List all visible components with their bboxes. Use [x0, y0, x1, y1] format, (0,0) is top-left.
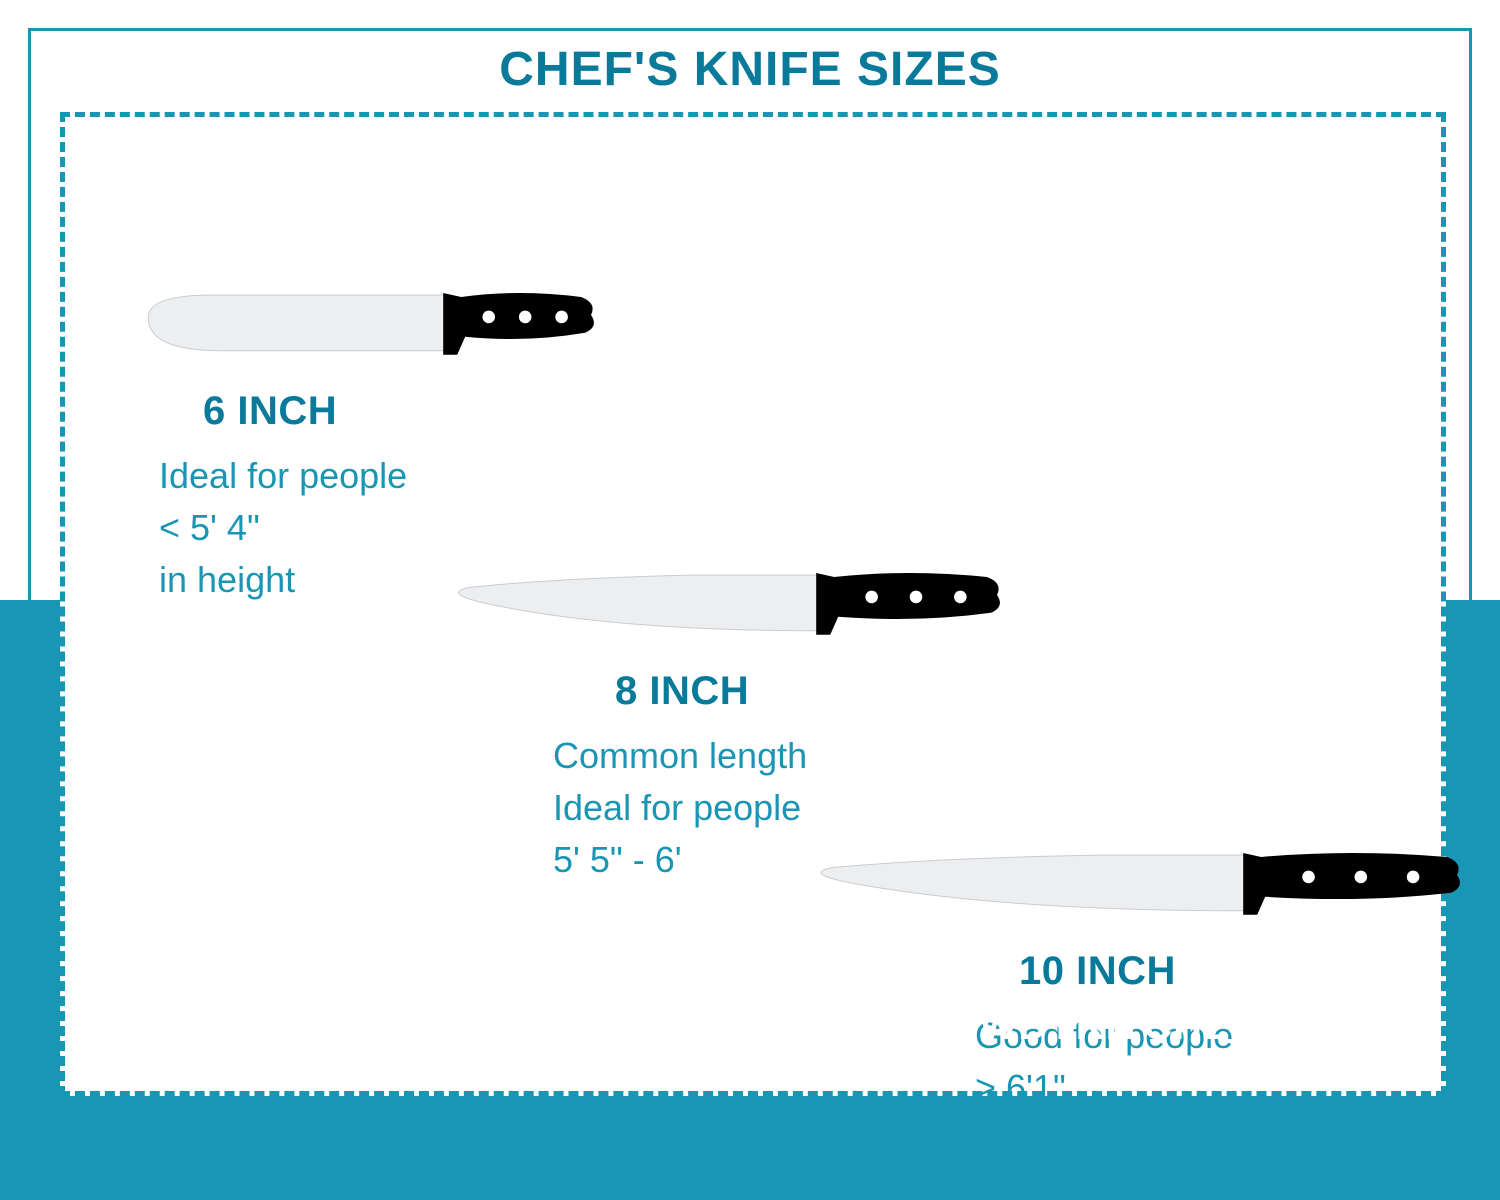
knife-icon: [139, 277, 599, 367]
knife-icon: [445, 557, 1005, 647]
page-title: CHEF'S KNIFE SIZES: [0, 42, 1500, 97]
knife-icon: [805, 837, 1465, 927]
knife-group-10in: 10 INCH Good for people> 6'1": [805, 837, 1465, 1114]
content-dashed-box: 6 INCH Ideal for people< 5' 4"in height …: [60, 112, 1446, 1096]
size-label-10in: 10 INCH: [1019, 949, 1465, 994]
source-footer: HOWDYKITCHEN.COM: [917, 1004, 1369, 1049]
size-label-6in: 6 INCH: [203, 389, 599, 434]
size-label-8in: 8 INCH: [615, 669, 1005, 714]
